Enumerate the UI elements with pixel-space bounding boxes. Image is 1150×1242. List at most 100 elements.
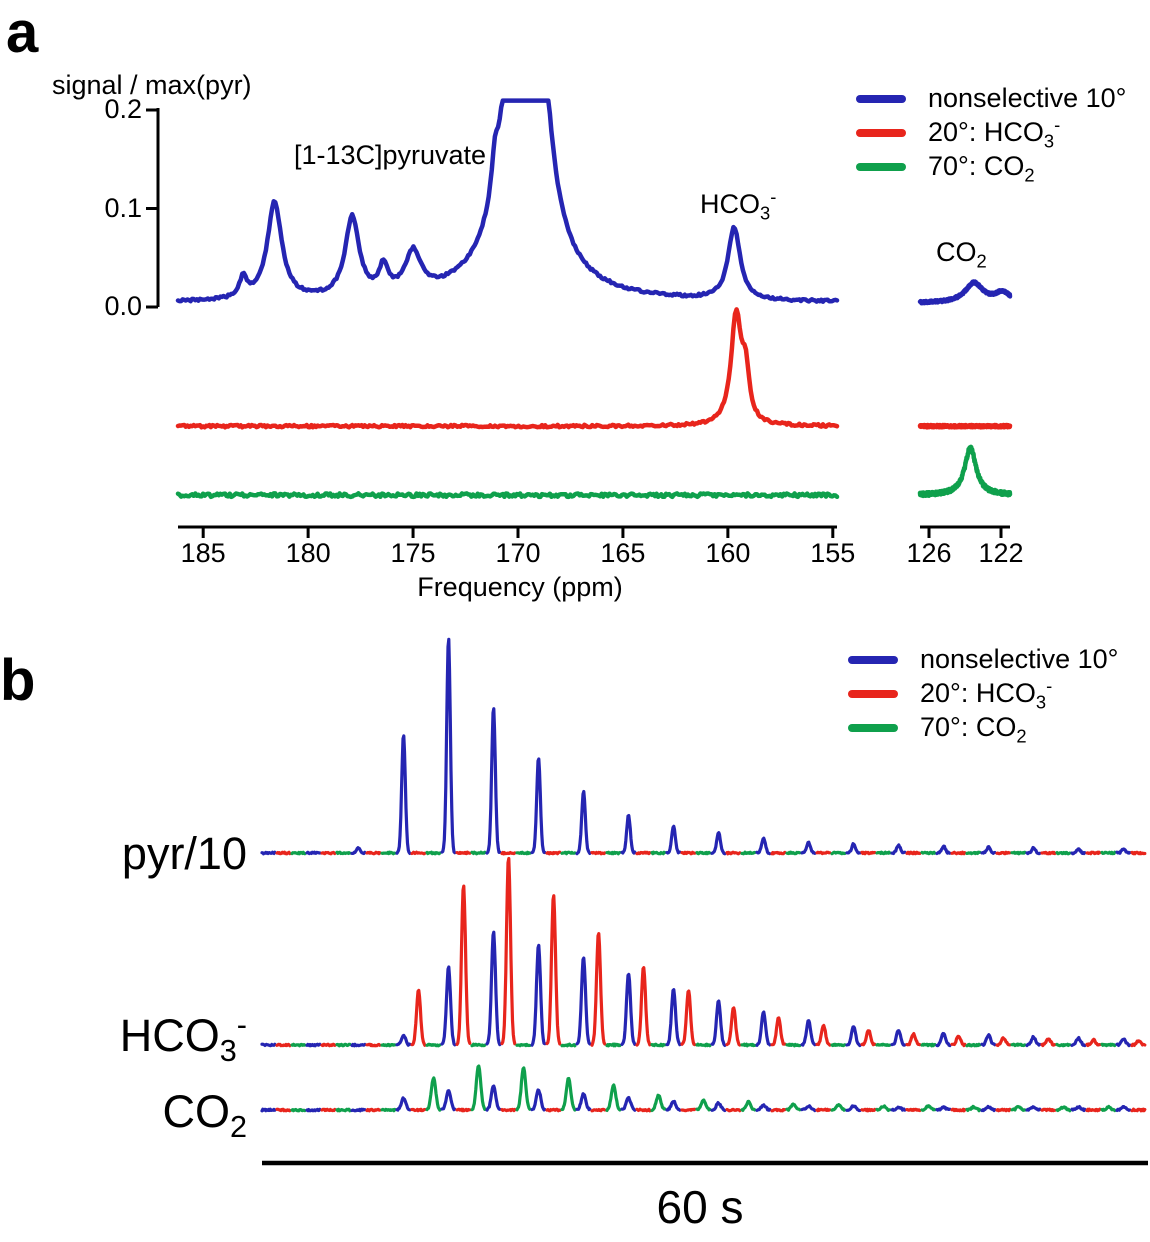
timecourse-pyr10-red bbox=[365, 850, 382, 856]
timecourse-pyr10-green bbox=[785, 850, 802, 856]
timecourse-hco3-green bbox=[290, 1042, 307, 1048]
timecourse-pyr10-blue bbox=[395, 734, 412, 855]
spectrum-inset-red bbox=[917, 422, 1013, 430]
row-label-text: HCO bbox=[119, 1010, 220, 1061]
timecourse-hco3-blue bbox=[305, 1042, 322, 1048]
legend-swatch-blue bbox=[848, 656, 898, 664]
timecourse-co2-blue bbox=[800, 1104, 817, 1113]
timecourse-co2-blue bbox=[530, 1088, 547, 1112]
timecourse-hco3-red bbox=[680, 989, 697, 1047]
timecourse-hco3-green bbox=[875, 1042, 892, 1047]
timecourse-pyr10-red bbox=[590, 850, 607, 856]
timecourse-co2-green bbox=[920, 1104, 937, 1112]
timecourse-co2-green bbox=[335, 1107, 352, 1113]
timecourse-co2-red bbox=[500, 1107, 517, 1113]
timecourse-pyr10-red bbox=[725, 850, 742, 856]
timecourse-hco3-red bbox=[320, 1042, 337, 1048]
timecourse-hco3-red bbox=[455, 884, 472, 1046]
timecourse-co2-blue bbox=[980, 1104, 997, 1113]
timecourse-pyr10-green bbox=[920, 850, 937, 856]
timecourse-pyr10-blue bbox=[935, 844, 952, 856]
row-label-co2: CO2 bbox=[40, 1086, 247, 1143]
timecourse-hco3-red bbox=[995, 1036, 1012, 1048]
timecourse-hco3-red bbox=[590, 932, 607, 1047]
timecourse-pyr10-green bbox=[875, 850, 892, 856]
timecourse-co2-green bbox=[380, 1107, 397, 1113]
timecourse-hco3-green bbox=[470, 1042, 487, 1048]
legend-label-nonselective: nonselective 10° bbox=[920, 643, 1118, 678]
timecourse-pyr10-green bbox=[290, 850, 307, 856]
timecourse-pyr10-blue bbox=[800, 840, 817, 855]
panel-a-label: a bbox=[6, 0, 39, 65]
y-tick-label: 0.0 bbox=[104, 291, 142, 321]
timecourse-co2-blue bbox=[440, 1089, 457, 1112]
timecourse-pyr10-red bbox=[770, 850, 787, 856]
x-tick-label: 165 bbox=[600, 538, 646, 568]
timecourse-hco3-red bbox=[545, 894, 562, 1046]
timecourse-hco3-blue bbox=[665, 988, 682, 1047]
timecourse-co2-red bbox=[320, 1107, 337, 1113]
row-label-subscript: 2 bbox=[229, 1110, 247, 1144]
timecourse-co2-blue bbox=[1025, 1105, 1042, 1112]
timecourse-co2-blue bbox=[935, 1105, 952, 1112]
timecourse-hco3-green bbox=[695, 1042, 712, 1048]
timecourse-pyr10-blue bbox=[575, 789, 592, 856]
legend-label-nonselective: nonselective 10° bbox=[928, 82, 1126, 117]
legend-panel-b: nonselective 10° 20°: HCO3- 70°: CO2 bbox=[848, 643, 1118, 745]
timecourse-co2-red bbox=[635, 1107, 652, 1113]
row-label-pyruvate: pyr/10 bbox=[40, 828, 247, 885]
spectrum-main-blue bbox=[175, 98, 840, 304]
timecourse-pyr10-green bbox=[1010, 850, 1027, 856]
timecourse-hco3-blue bbox=[395, 1033, 412, 1047]
timecourse-co2-red bbox=[815, 1107, 832, 1113]
timecourse-hco3-blue bbox=[1070, 1036, 1087, 1048]
timecourse-co2-blue bbox=[305, 1107, 322, 1113]
annotation-bicarbonate-subscript: 3 bbox=[760, 202, 771, 224]
time-axis-label: 60 s bbox=[656, 1181, 744, 1233]
timecourse-pyr10-blue bbox=[440, 637, 457, 855]
timecourse-co2-blue bbox=[575, 1092, 592, 1112]
timecourse-co2-blue bbox=[260, 1107, 277, 1113]
legend-swatch-red bbox=[848, 690, 898, 698]
timecourse-hco3-green bbox=[740, 1042, 757, 1048]
timecourse-co2-blue bbox=[1115, 1105, 1132, 1112]
timecourse-pyr10-green bbox=[605, 850, 622, 856]
timecourse-hco3-green bbox=[1010, 1042, 1027, 1048]
timecourse-co2-red bbox=[455, 1107, 472, 1113]
row-label-text: pyr/10 bbox=[121, 828, 247, 879]
timecourse-pyr10-blue bbox=[890, 843, 907, 856]
legend-swatch-blue bbox=[856, 95, 906, 103]
timecourse-hco3-green bbox=[380, 1042, 397, 1048]
timecourse-pyr10-green bbox=[560, 850, 577, 856]
timecourse-pyr10-green bbox=[425, 850, 442, 856]
legend-swatch-green bbox=[848, 724, 898, 732]
timecourse-co2-red bbox=[725, 1107, 742, 1113]
legend-label-co2: 70°: CO2 bbox=[920, 711, 1027, 746]
timecourse-hco3-green bbox=[335, 1042, 352, 1048]
timecourse-co2-green bbox=[650, 1093, 667, 1113]
panel-b-label: b bbox=[0, 648, 36, 713]
annotation-bicarbonate-superscript: - bbox=[770, 186, 777, 207]
timecourse-co2-red bbox=[860, 1107, 877, 1113]
timecourse-co2-green bbox=[1100, 1104, 1117, 1113]
timecourse-hco3-blue bbox=[845, 1025, 862, 1048]
timecourse-pyr10-blue bbox=[1070, 847, 1087, 856]
y-tick-label: 0.1 bbox=[104, 192, 142, 223]
timecourse-hco3-green bbox=[650, 1042, 667, 1048]
timecourse-pyr10-blue bbox=[260, 850, 277, 856]
timecourse-co2-red bbox=[770, 1107, 787, 1113]
timecourse-pyr10-red bbox=[950, 850, 967, 856]
x-tick-label: 160 bbox=[705, 538, 751, 568]
timecourse-pyr10-blue bbox=[845, 842, 862, 855]
timecourse-hco3-red bbox=[815, 1023, 832, 1047]
legend-label-superscript: - bbox=[1046, 674, 1053, 696]
timecourse-pyr10-blue bbox=[620, 814, 637, 855]
timecourse-pyr10-red bbox=[1040, 850, 1057, 856]
timecourse-co2-red bbox=[995, 1107, 1012, 1113]
timecourse-pyr10-green bbox=[470, 850, 487, 856]
timecourse-pyr10-blue bbox=[755, 836, 772, 856]
x-axis-title: Frequency (ppm) bbox=[417, 572, 623, 602]
timecourse-co2-green bbox=[1055, 1105, 1072, 1113]
timecourse-co2-green bbox=[470, 1064, 487, 1112]
timecourse-co2-blue bbox=[485, 1084, 502, 1112]
